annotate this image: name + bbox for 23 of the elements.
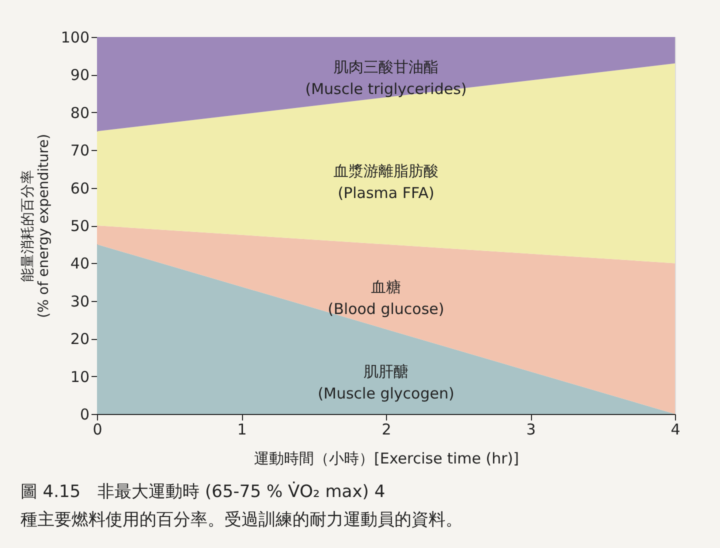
x-tick-label: 1	[237, 420, 247, 438]
y-tick-label: 70	[70, 142, 90, 160]
y-tick-label: 80	[70, 104, 90, 122]
caption: 圖 4.15 非最大運動時 (65-75 % V̇O₂ max) 4 種主要燃料使用的百分率。受過訓練的耐力運動員的資料。	[20, 480, 462, 530]
x-tick-label: 3	[526, 420, 536, 438]
y-tick-label: 100	[60, 28, 90, 46]
y-tick-label: 40	[70, 254, 90, 273]
y-tick-label: 30	[70, 292, 90, 310]
series-label: 血漿游離脂肪酸 (Plasma FFA)	[334, 162, 438, 202]
y-tick-label: 20	[70, 330, 90, 348]
y-axis-title: 能量消耗的百分率 (% of energy expenditure)	[20, 134, 52, 318]
y-tick-label: 10	[70, 368, 90, 386]
y-tick-label: 50	[70, 217, 90, 235]
x-tick-label: 4	[670, 420, 680, 438]
y-tick-label: 0	[80, 406, 90, 424]
y-tick-label: 60	[70, 179, 90, 198]
x-axis-title: 運動時間（小時）[Exercise time (hr)]	[254, 450, 519, 468]
y-tick-label: 90	[70, 66, 90, 84]
series-label: 肌肝醣 (Muscle glycogen)	[318, 362, 454, 403]
series-label: 肌肉三酸甘油酯 (Muscle triglycerides)	[305, 58, 467, 98]
x-tick-label: 2	[382, 420, 392, 438]
x-tick-label: 0	[92, 420, 102, 438]
series-label: 血糖 (Blood glucose)	[328, 278, 444, 318]
